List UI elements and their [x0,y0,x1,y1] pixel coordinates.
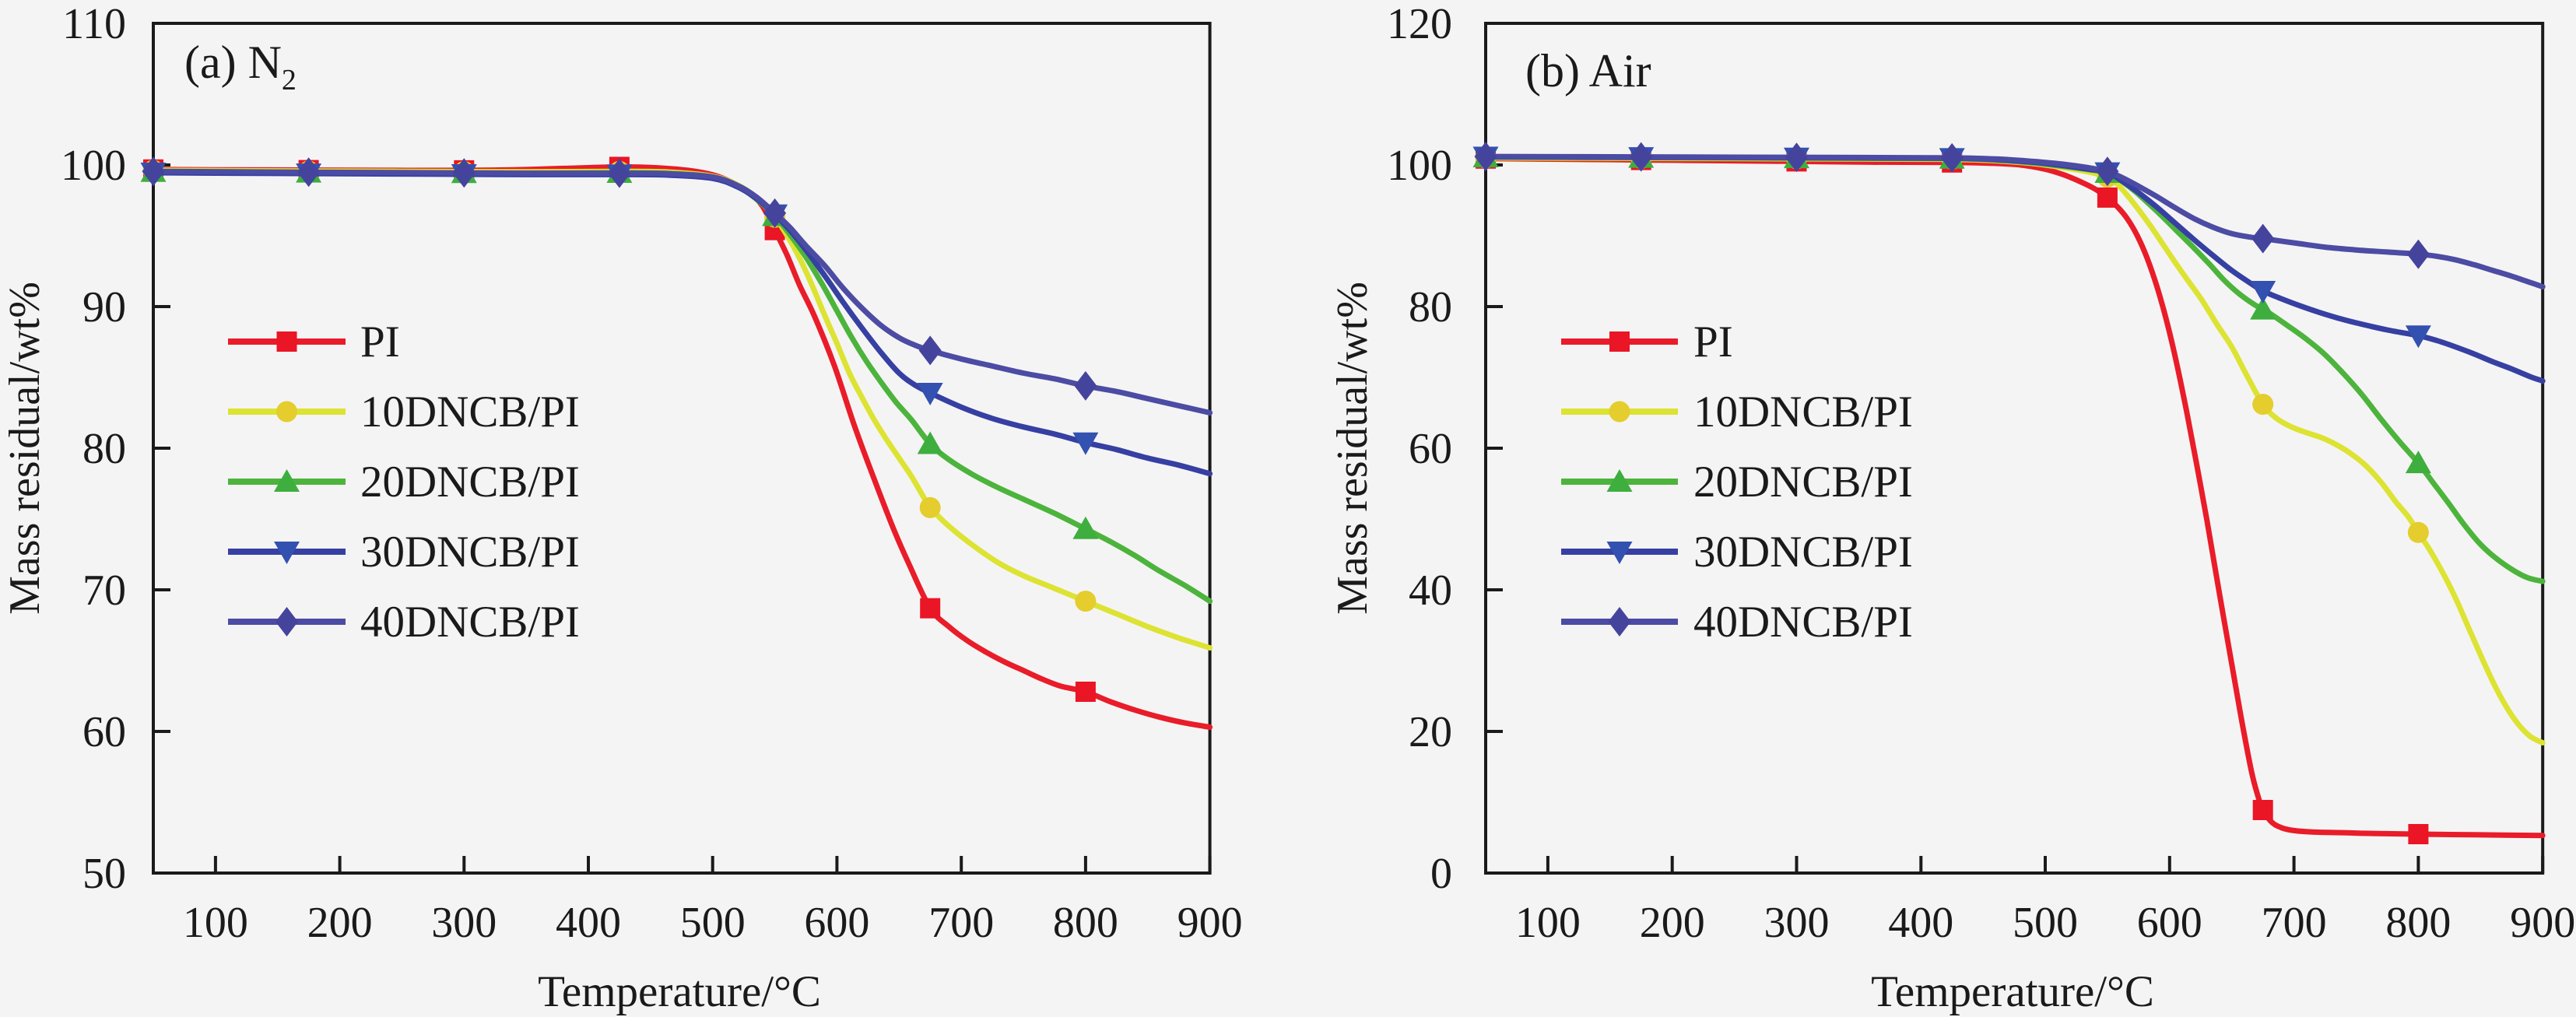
svg-text:90: 90 [82,283,126,331]
svg-text:400: 400 [556,899,621,947]
svg-text:Temperature/°C: Temperature/°C [1871,967,2154,1016]
svg-text:120: 120 [1387,0,1452,48]
svg-text:Mass residual/wt%: Mass residual/wt% [1328,282,1377,615]
svg-text:110: 110 [62,0,126,48]
svg-text:40: 40 [1409,566,1452,615]
svg-text:Mass residual/wt%: Mass residual/wt% [1,282,49,615]
svg-text:700: 700 [928,899,994,947]
svg-text:900: 900 [1177,899,1243,947]
svg-text:80: 80 [82,425,126,473]
svg-text:700: 700 [2262,899,2327,947]
svg-text:200: 200 [1640,899,1705,947]
svg-text:10DNCB/PI: 10DNCB/PI [1693,388,1913,437]
svg-text:(a) N2: (a) N2 [184,37,297,96]
svg-text:70: 70 [82,566,126,615]
svg-text:60: 60 [1409,425,1452,473]
svg-text:300: 300 [1764,899,1830,947]
svg-text:600: 600 [804,899,869,947]
svg-text:40DNCB/PI: 40DNCB/PI [360,598,580,647]
svg-text:400: 400 [1888,899,1953,947]
svg-text:30DNCB/PI: 30DNCB/PI [360,528,580,577]
svg-text:0: 0 [1430,850,1452,898]
svg-text:80: 80 [1409,283,1452,331]
svg-text:200: 200 [307,899,373,947]
svg-text:300: 300 [431,899,497,947]
svg-text:100: 100 [1387,142,1452,190]
svg-text:100: 100 [183,899,248,947]
svg-text:(b) Air: (b) Air [1525,45,1651,96]
svg-text:100: 100 [1515,899,1581,947]
svg-text:100: 100 [61,142,126,190]
svg-text:30DNCB/PI: 30DNCB/PI [1693,528,1913,577]
svg-text:60: 60 [82,708,126,756]
svg-text:500: 500 [680,899,746,947]
svg-text:PI: PI [1693,317,1733,366]
svg-text:600: 600 [2137,899,2202,947]
svg-text:40DNCB/PI: 40DNCB/PI [1693,598,1913,647]
svg-text:20DNCB/PI: 20DNCB/PI [1693,458,1913,507]
svg-text:50: 50 [82,850,126,898]
svg-text:800: 800 [2385,899,2451,947]
svg-text:20DNCB/PI: 20DNCB/PI [360,458,580,507]
svg-text:PI: PI [360,317,400,366]
svg-text:Temperature/°C: Temperature/°C [538,967,821,1016]
svg-text:20: 20 [1409,708,1452,756]
svg-text:500: 500 [2013,899,2078,947]
svg-text:10DNCB/PI: 10DNCB/PI [360,388,580,437]
svg-text:800: 800 [1053,899,1118,947]
svg-text:900: 900 [2510,899,2575,947]
